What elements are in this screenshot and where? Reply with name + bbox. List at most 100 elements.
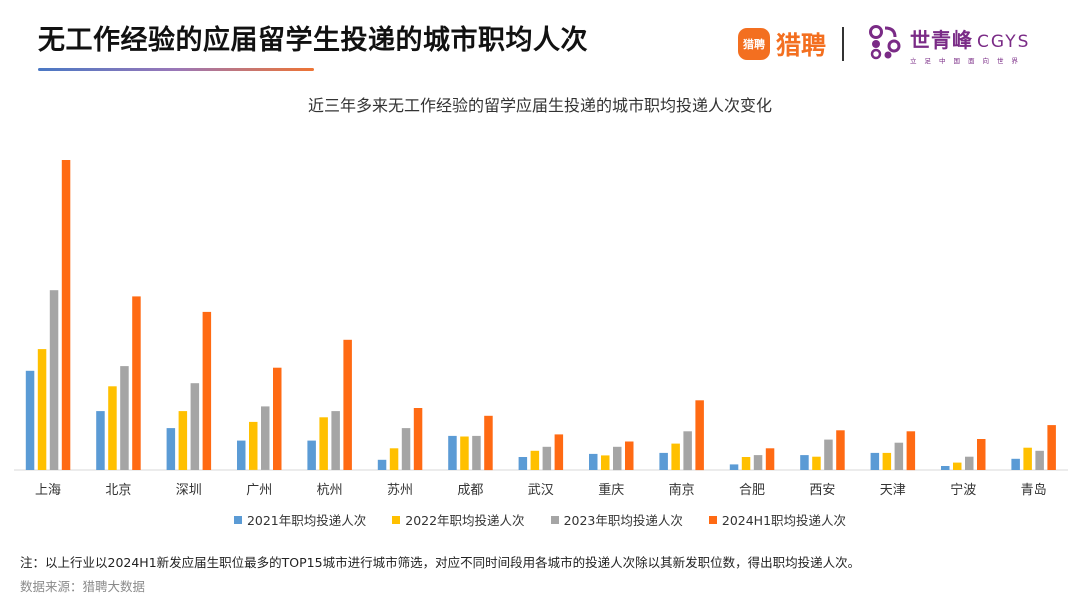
bar-上海-s2 <box>49 290 59 470</box>
bar-北京-s2 <box>120 366 129 470</box>
bar-西安-s1 <box>812 456 821 470</box>
bar-上海-s0 <box>25 370 35 470</box>
x-tick-label: 青岛 <box>1021 482 1047 498</box>
x-tick-label: 重庆 <box>598 482 624 498</box>
cgys-logo-en: CGYS <box>977 32 1031 52</box>
bar-北京-s3 <box>132 296 141 470</box>
bar-合肥-s0 <box>729 464 739 470</box>
bar-武汉-s2 <box>542 446 552 471</box>
chart-legend: 2021年职均投递人次 2022年职均投递人次 2023年职均投递人次 2024… <box>0 510 1080 529</box>
footnote: 注：以上行业以2024H1新发应届生职位最多的TOP15城市进行城市筛选，对应不… <box>20 555 861 570</box>
chart-title: 近三年多来无工作经验的留学应届生投递的城市职均投递人次变化 <box>307 96 772 115</box>
bar-南京-s0 <box>659 452 668 470</box>
bar-苏州-s3 <box>413 408 423 470</box>
x-tick-label: 天津 <box>880 483 906 498</box>
bar-上海-s3 <box>61 160 71 470</box>
bar-西安-s2 <box>824 439 833 470</box>
bar-武汉-s3 <box>554 434 564 470</box>
legend-swatch-2021 <box>233 515 242 524</box>
bar-重庆-s3 <box>625 441 634 470</box>
legend-item-2023: 2023年职均投递人次 <box>550 510 683 529</box>
legend-item-2024h1: 2024H1职均投递人次 <box>708 510 847 529</box>
bar-南京-s3 <box>695 400 704 471</box>
x-tick-label: 广州 <box>246 483 272 498</box>
liepin-logo-icon: 猎聘 <box>738 28 770 60</box>
cgys-logo-icon <box>869 25 901 60</box>
bar-成都-s3 <box>484 415 493 471</box>
bar-合肥-s2 <box>753 455 763 470</box>
bar-苏州-s0 <box>377 459 387 470</box>
liepin-logo-text: 猎聘 <box>776 31 827 60</box>
x-tick-label: 苏州 <box>387 482 413 498</box>
bar-广州-s2 <box>261 406 270 470</box>
bar-成都-s1 <box>460 436 469 470</box>
legend-swatch-2023 <box>550 515 559 524</box>
legend-label-2024h1: 2024H1职均投递人次 <box>721 513 847 528</box>
bar-深圳-s1 <box>178 411 188 470</box>
x-tick-label: 杭州 <box>317 483 343 498</box>
bar-广州-s0 <box>237 440 246 470</box>
bar-重庆-s1 <box>601 455 610 470</box>
bar-杭州-s3 <box>343 339 352 470</box>
x-tick-label: 南京 <box>669 482 695 498</box>
data-source: 数据来源：猎聘大数据 <box>20 579 146 594</box>
legend-label-2021: 2021年职均投递人次 <box>246 513 367 528</box>
bar-上海-s1 <box>37 349 47 470</box>
x-tick-label: 合肥 <box>739 483 765 498</box>
bar-宁波-s2 <box>965 456 974 470</box>
bar-西安-s3 <box>836 430 845 470</box>
bar-广州-s3 <box>273 367 282 470</box>
bar-杭州-s2 <box>331 411 340 470</box>
x-tick-label: 北京 <box>105 483 131 498</box>
bar-青岛-s2 <box>1035 450 1044 470</box>
legend-item-2021: 2021年职均投递人次 <box>233 510 367 529</box>
bar-合肥-s3 <box>765 448 775 470</box>
bar-天津-s3 <box>906 431 916 471</box>
bar-青岛-s0 <box>1011 458 1020 470</box>
legend-label-2022: 2022年职均投递人次 <box>405 513 525 528</box>
x-tick-label: 武汉 <box>528 483 554 498</box>
legend-label-2023: 2023年职均投递人次 <box>563 513 683 528</box>
bar-成都-s0 <box>448 435 457 470</box>
bar-重庆-s2 <box>613 446 622 471</box>
bar-天津-s1 <box>882 452 892 470</box>
legend-swatch-2024h1 <box>708 515 717 524</box>
x-tick-label: 上海 <box>35 483 61 498</box>
x-tick-label: 成都 <box>457 483 483 498</box>
x-tick-label: 深圳 <box>176 483 202 498</box>
bar-青岛-s3 <box>1047 425 1056 470</box>
bar-广州-s1 <box>249 421 258 470</box>
bar-南京-s1 <box>671 443 680 470</box>
x-tick-label: 西安 <box>809 483 835 498</box>
bar-杭州-s0 <box>307 440 316 470</box>
bar-宁波-s3 <box>977 439 986 470</box>
bar-北京-s1 <box>108 386 117 470</box>
cgys-logo: 世青峰 CGYS 立足中国面向世界 <box>868 24 1030 65</box>
cgys-logo-cn: 世青峰 <box>910 28 973 52</box>
bar-深圳-s0 <box>166 428 176 470</box>
bar-杭州-s1 <box>319 417 328 470</box>
bar-北京-s0 <box>96 411 105 470</box>
bar-宁波-s1 <box>953 462 962 470</box>
x-tick-label: 宁波 <box>950 482 976 498</box>
bar-重庆-s0 <box>589 453 598 470</box>
bar-深圳-s3 <box>202 311 212 470</box>
liepin-logo: 猎聘 猎聘 <box>738 26 826 62</box>
bar-苏州-s1 <box>389 448 399 470</box>
legend-swatch-2022 <box>392 515 401 524</box>
title-underline <box>38 68 314 71</box>
bar-青岛-s1 <box>1023 447 1032 470</box>
bar-武汉-s1 <box>530 450 540 470</box>
bar-深圳-s2 <box>190 383 200 470</box>
legend-item-2022: 2022年职均投递人次 <box>392 510 525 529</box>
bar-武汉-s0 <box>518 457 528 470</box>
bar-宁波-s0 <box>941 466 950 470</box>
bar-成都-s2 <box>472 435 481 470</box>
bar-天津-s2 <box>894 442 904 470</box>
bar-南京-s2 <box>683 431 692 471</box>
bar-合肥-s1 <box>741 457 751 470</box>
cgys-logo-slogan: 立足中国面向世界 <box>910 57 1026 65</box>
page-title: 无工作经验的应届留学生投递的城市职均人次 <box>38 25 588 56</box>
bar-天津-s0 <box>870 452 880 470</box>
